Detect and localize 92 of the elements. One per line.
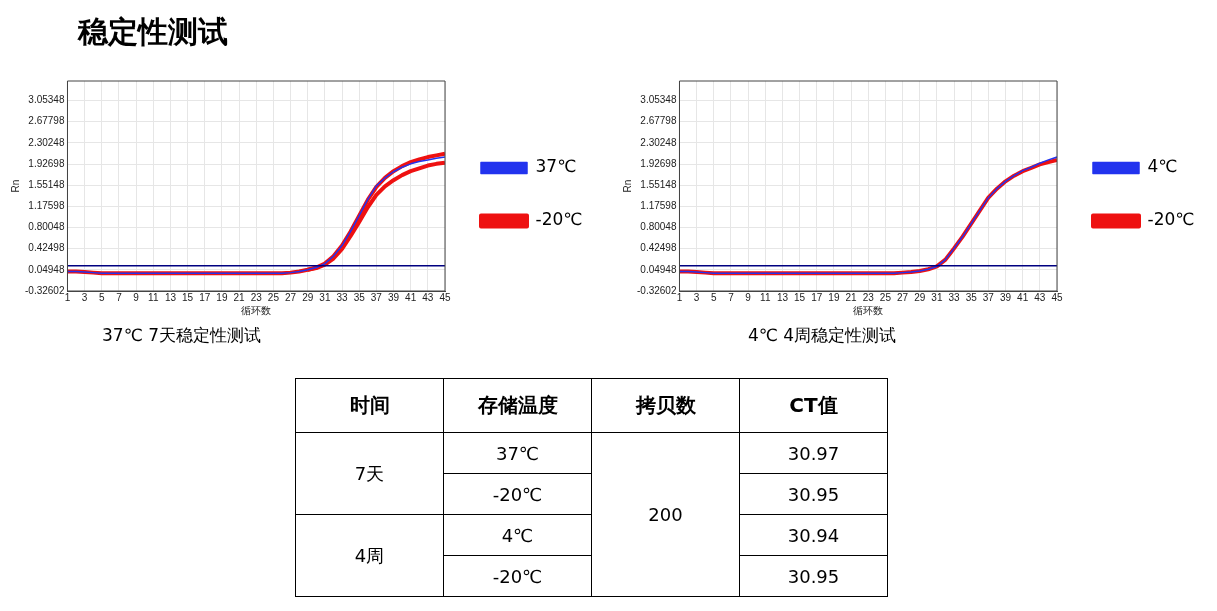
x-tick-label: 31 [319,291,331,303]
x-tick-label: 11 [148,291,159,303]
x-tick-label: 13 [776,291,789,303]
x-tick-label: 17 [811,291,823,303]
x-tick-label: 25 [879,291,892,303]
y-tick-label: 0.04948 [640,263,677,275]
x-tick-label: 5 [711,291,718,303]
x-tick-label: 37 [370,291,383,303]
text: 30.95 [739,555,888,597]
x-tick-label: 15 [182,291,194,303]
chart-title: 稳定性测试 [78,13,228,51]
x-tick-label: 21 [845,291,858,303]
text: 4℃ [443,514,592,556]
y-tick-label: 1.17598 [28,200,65,212]
x-tick-label: 9 [133,291,140,303]
y-tick-label: 0.80048 [28,221,65,233]
x-tick-label: 25 [267,291,280,303]
x-tick-label: 41 [1017,291,1029,303]
x-tick-label: 1 [676,291,683,303]
y-tick-label: 1.92698 [640,157,677,169]
x-tick-label: 19 [828,291,840,303]
x-tick-label: 7 [116,291,123,303]
text: 30.95 [739,473,888,515]
x-tick-label: 21 [233,291,246,303]
x-tick-label: 43 [1034,291,1046,303]
x-tick-label: 39 [387,291,400,303]
x-tick-label: 13 [164,291,177,303]
x-tick-label: 35 [353,291,366,303]
x-tick-label: 41 [405,291,417,303]
y-tick-label: -0.32602 [24,284,65,296]
x-tick-label: 3 [693,291,700,303]
y-tick-label: 0.42498 [640,242,677,254]
x-tick-label: 3 [81,291,88,303]
text: 存储温度 [443,378,592,433]
y-tick-label: 0.80048 [640,221,677,233]
y-axis-title: Rn [621,179,633,193]
y-tick-label: 1.17598 [640,200,677,212]
x-tick-label: 9 [745,291,752,303]
x-tick-label: 29 [914,291,926,303]
x-tick-label: 23 [250,291,263,303]
x-tick-label: 27 [285,291,297,303]
y-tick-label: 2.67798 [640,115,677,127]
x-tick-label: 37 [982,291,995,303]
y-tick-label: 1.55148 [640,178,677,190]
text: 4℃ 4周稳定性测试 [748,324,897,347]
y-tick-label: 0.42498 [28,242,65,254]
x-tick-label: 19 [216,291,228,303]
x-tick-label: 33 [948,291,961,303]
x-axis-title: 循环数 [853,304,884,316]
y-tick-label: 1.92698 [28,157,65,169]
text: -20℃ [443,473,592,515]
x-tick-label: 45 [439,291,451,303]
y-tick-label: 0.04948 [28,263,65,275]
x-tick-label: 11 [760,291,771,303]
text: 拷贝数 [591,378,740,433]
x-tick-label: 31 [931,291,943,303]
text: 200 [591,432,740,597]
text: 4周 [295,514,444,597]
y-tick-label: 2.30248 [28,136,65,148]
y-tick-label: 2.67798 [28,115,65,127]
y-tick-label: 1.55148 [28,178,65,190]
x-tick-label: 17 [199,291,211,303]
x-tick-label: 35 [965,291,978,303]
legend-label: -20℃ [535,209,583,230]
x-tick-label: 43 [422,291,434,303]
y-tick-label: 2.30248 [640,136,677,148]
x-tick-label: 45 [1051,291,1063,303]
y-tick-label: 3.05348 [28,94,65,106]
y-axis-title: Rn [9,179,21,193]
text: 37℃ 7天稳定性测试 [102,324,261,347]
x-tick-label: 1 [64,291,71,303]
x-tick-label: 29 [302,291,314,303]
legend-label: -20℃ [1147,209,1195,230]
x-tick-label: 5 [99,291,106,303]
x-tick-label: 15 [794,291,806,303]
text: -20℃ [443,555,592,597]
x-tick-label: 27 [897,291,909,303]
x-tick-label: 39 [999,291,1012,303]
text: 时间 [295,378,444,433]
legend-label: 37℃ [535,156,577,177]
x-tick-label: 7 [728,291,735,303]
text: 30.97 [739,432,888,474]
x-tick-label: 33 [336,291,349,303]
legend-label: 4℃ [1147,156,1178,177]
text: CT值 [739,378,888,433]
text: 37℃ [443,432,592,474]
text: 7天 [295,432,444,515]
x-tick-label: 23 [862,291,875,303]
y-tick-label: 3.05348 [640,94,677,106]
y-tick-label: -0.32602 [636,284,677,296]
text: 30.94 [739,514,888,556]
x-axis-title: 循环数 [241,304,272,316]
